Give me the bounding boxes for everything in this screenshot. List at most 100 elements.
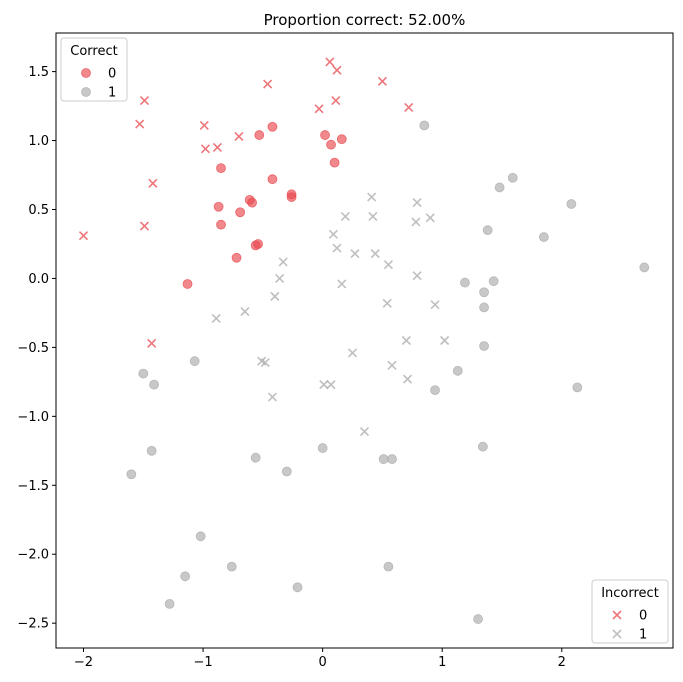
correct-class-1-point: [138, 368, 149, 379]
correct-class-0-point: [329, 157, 340, 168]
correct-class-0-point: [267, 121, 278, 132]
incorrect-class-0-point: [331, 96, 341, 106]
legend-entry-label: 0: [639, 609, 647, 624]
correct-class-1-point: [292, 582, 303, 593]
incorrect-class-1-point: [275, 273, 285, 284]
incorrect-class-1-point: [328, 229, 338, 239]
incorrect-class-0-point: [148, 178, 158, 188]
incorrect-class-1-point: [347, 348, 358, 358]
plot-marks: [78, 57, 650, 624]
correct-class-1-point: [195, 531, 206, 542]
correct-class-1-point: [189, 356, 200, 367]
x-tick-label: 2: [558, 655, 566, 670]
incorrect-class-0-point: [139, 221, 150, 231]
correct-class-1-point: [387, 454, 397, 464]
incorrect-class-1-point: [368, 211, 378, 221]
legend-marker: [81, 68, 91, 78]
y-tick-label: −0.5: [17, 341, 49, 356]
correct-class-0-point: [235, 207, 246, 218]
correct-class-1-point: [494, 182, 505, 193]
incorrect-class-1-point: [332, 243, 342, 253]
legend-box: [591, 579, 669, 644]
incorrect-class-1-point: [350, 249, 360, 259]
correct-class-1-point: [479, 287, 489, 298]
incorrect-class-0-point: [332, 65, 342, 75]
incorrect-class-1-point: [440, 335, 450, 346]
y-tick-label: 1.0: [28, 134, 49, 149]
correct-class-1-point: [317, 443, 328, 453]
incorrect-class-1-point: [337, 279, 347, 289]
incorrect-class-1-point: [359, 426, 370, 437]
incorrect-class-1-point: [240, 306, 250, 317]
correct-class-0-point: [326, 139, 336, 150]
correct-class-0-point: [247, 197, 258, 208]
incorrect-class-0-point: [135, 119, 145, 129]
y-axis: −2.5 −2.0 −1.5 −1.0 −0.5 0.0 0.5 1.0 1.5: [17, 65, 56, 632]
correct-class-1-point: [378, 454, 389, 464]
legend-entry-label: 0: [108, 67, 116, 82]
incorrect-class-1-point: [425, 213, 435, 223]
incorrect-class-1-point: [270, 291, 280, 301]
incorrect-class-1-point: [278, 257, 288, 267]
correct-class-1-point: [419, 120, 430, 131]
correct-class-1-point: [146, 445, 157, 456]
legend-marker: [612, 629, 622, 639]
incorrect-class-1-point: [367, 192, 377, 202]
correct-class-0-point: [231, 252, 242, 263]
legend-entry-label: 1: [108, 86, 116, 101]
chart-title: Proportion correct: 52.00%: [264, 11, 466, 29]
correct-class-0-point: [213, 201, 224, 212]
correct-class-1-point: [164, 598, 175, 609]
correct-class-1-point: [479, 341, 489, 351]
legend-title: Correct: [70, 44, 117, 59]
incorrect-class-0-point: [212, 142, 222, 153]
incorrect-class-0-point: [78, 231, 89, 241]
correct-class-1-point: [482, 225, 493, 236]
incorrect-class-0-point: [199, 120, 209, 130]
incorrect-class-1-point: [412, 271, 422, 281]
legend-box: [60, 37, 128, 102]
legend-incorrect: Incorrect 0 1: [591, 579, 669, 644]
correct-class-1-point: [383, 561, 394, 572]
incorrect-class-1-point: [383, 260, 393, 270]
x-tick-label: −2: [74, 655, 93, 670]
incorrect-class-0-point: [200, 144, 211, 154]
incorrect-class-1-point: [370, 249, 380, 259]
y-tick-label: 0.0: [28, 272, 49, 287]
incorrect-class-0-point: [377, 76, 388, 86]
incorrect-class-1-point: [326, 380, 336, 390]
incorrect-class-0-point: [263, 79, 273, 89]
incorrect-class-1-point: [430, 300, 440, 310]
incorrect-class-0-point: [314, 104, 324, 114]
incorrect-class-1-point: [402, 374, 413, 384]
correct-class-0-point: [286, 192, 297, 202]
legend-correct: Correct 0 1: [60, 37, 128, 102]
correct-class-1-point: [488, 276, 499, 287]
correct-class-1-point: [430, 385, 440, 396]
y-tick-label: −1.5: [17, 479, 49, 494]
incorrect-class-1-point: [340, 211, 350, 221]
correct-class-0-point: [216, 163, 226, 174]
incorrect-class-1-point: [387, 360, 397, 370]
incorrect-class-1-point: [382, 298, 392, 308]
correct-class-1-point: [572, 382, 583, 393]
x-tick-label: 0: [319, 655, 327, 670]
x-tick-label: −1: [193, 655, 212, 670]
legend-marker: [612, 610, 622, 620]
correct-class-1-point: [281, 466, 292, 477]
legend-title: Incorrect: [601, 586, 659, 601]
incorrect-class-0-point: [139, 96, 150, 106]
incorrect-class-1-point: [401, 335, 411, 346]
incorrect-class-0-point: [234, 131, 244, 141]
x-tick-label: 1: [438, 655, 446, 670]
correct-class-1-point: [149, 379, 159, 390]
legend-marker: [81, 87, 91, 97]
incorrect-class-0-point: [147, 338, 157, 348]
correct-class-0-point: [320, 130, 330, 140]
y-tick-label: 0.5: [28, 203, 49, 218]
correct-class-1-point: [180, 571, 191, 582]
incorrect-class-1-point: [319, 380, 329, 390]
correct-class-1-point: [538, 232, 549, 242]
